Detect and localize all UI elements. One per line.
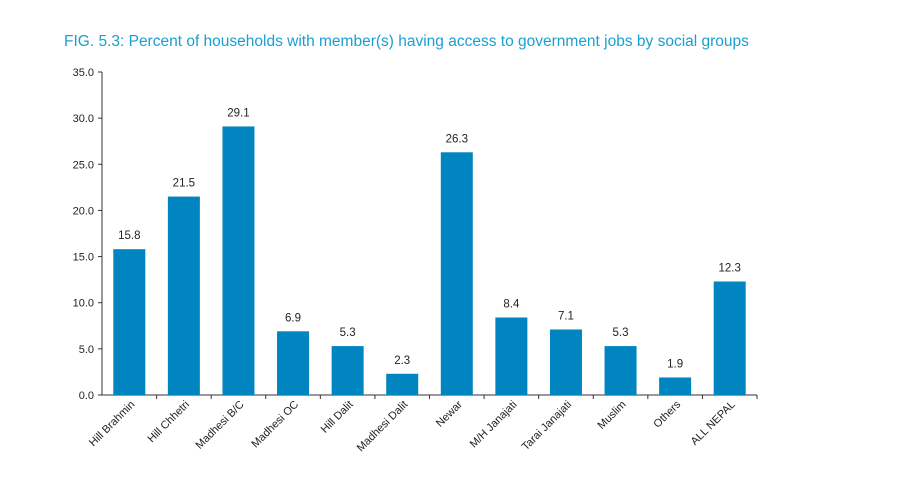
x-tick-label: Newar: [434, 398, 465, 429]
data-label: 5.3: [340, 327, 356, 339]
data-label: 6.9: [285, 312, 301, 324]
x-tick-label: Hill Brahmin: [87, 399, 137, 449]
y-tick-label: 30.0: [73, 113, 94, 125]
bar: [386, 373, 419, 395]
bar: [659, 377, 692, 395]
x-tick-label: Muslim: [596, 399, 629, 432]
y-tick-label: 10.0: [73, 298, 94, 310]
y-tick-label: 25.0: [73, 159, 94, 171]
bar: [222, 126, 255, 395]
category-labels: Hill Brahmin Hill Chhetri Madhesi B/C Madhe…: [87, 398, 738, 454]
bar: [604, 346, 637, 395]
x-tick-label: Hill Chhetri: [145, 399, 192, 446]
data-label: 5.3: [613, 327, 629, 339]
bars: [113, 126, 746, 395]
x-tick-label: Others: [651, 398, 683, 430]
bar: [113, 249, 146, 395]
bar: [277, 331, 310, 395]
data-label: 21.5: [173, 178, 195, 190]
bar: [549, 329, 582, 395]
y-tick-label: 15.0: [73, 252, 94, 264]
x-axis: [102, 394, 758, 399]
data-labels: 15.8 21.5 29.1 6.9 5.3 2.3 26.3 8.4 7.1 5.3 1.9 12.…: [118, 107, 741, 370]
data-label: 26.3: [446, 133, 468, 145]
bar: [331, 346, 364, 395]
bar: [440, 152, 473, 395]
x-tick-label: Tarai Janajati: [520, 399, 574, 453]
bar: [495, 317, 528, 395]
data-label: 2.3: [394, 355, 410, 367]
data-label: 12.3: [719, 262, 741, 274]
x-tick-label: Hill Dalit: [319, 399, 356, 436]
data-label: 8.4: [503, 298, 520, 310]
data-label: 7.1: [558, 310, 574, 322]
data-label: 15.8: [118, 230, 140, 242]
bar: [713, 281, 746, 395]
y-tick-label: 5.0: [79, 344, 94, 356]
x-tick-label: Madhesi OC: [249, 399, 301, 451]
data-label: 1.9: [667, 358, 683, 370]
x-tick-label: ALL NEPAL: [689, 399, 738, 448]
y-axis: 0.0 5.0 10.0 15.0 20.0 25.0 30.0 35.0: [73, 67, 103, 402]
x-tick-label: Madhesi Dalit: [355, 399, 411, 455]
x-tick-label: Madhesi B/C: [194, 399, 247, 452]
y-tick-label: 35.0: [73, 67, 94, 79]
data-label: 29.1: [227, 107, 249, 119]
bar: [167, 196, 200, 395]
y-tick-label: 0.0: [79, 390, 94, 402]
x-tick-label: M/H Janajati: [468, 399, 520, 451]
y-tick-label: 20.0: [73, 205, 94, 217]
chart-title: FIG. 5.3: Percent of households with mem…: [64, 33, 749, 50]
